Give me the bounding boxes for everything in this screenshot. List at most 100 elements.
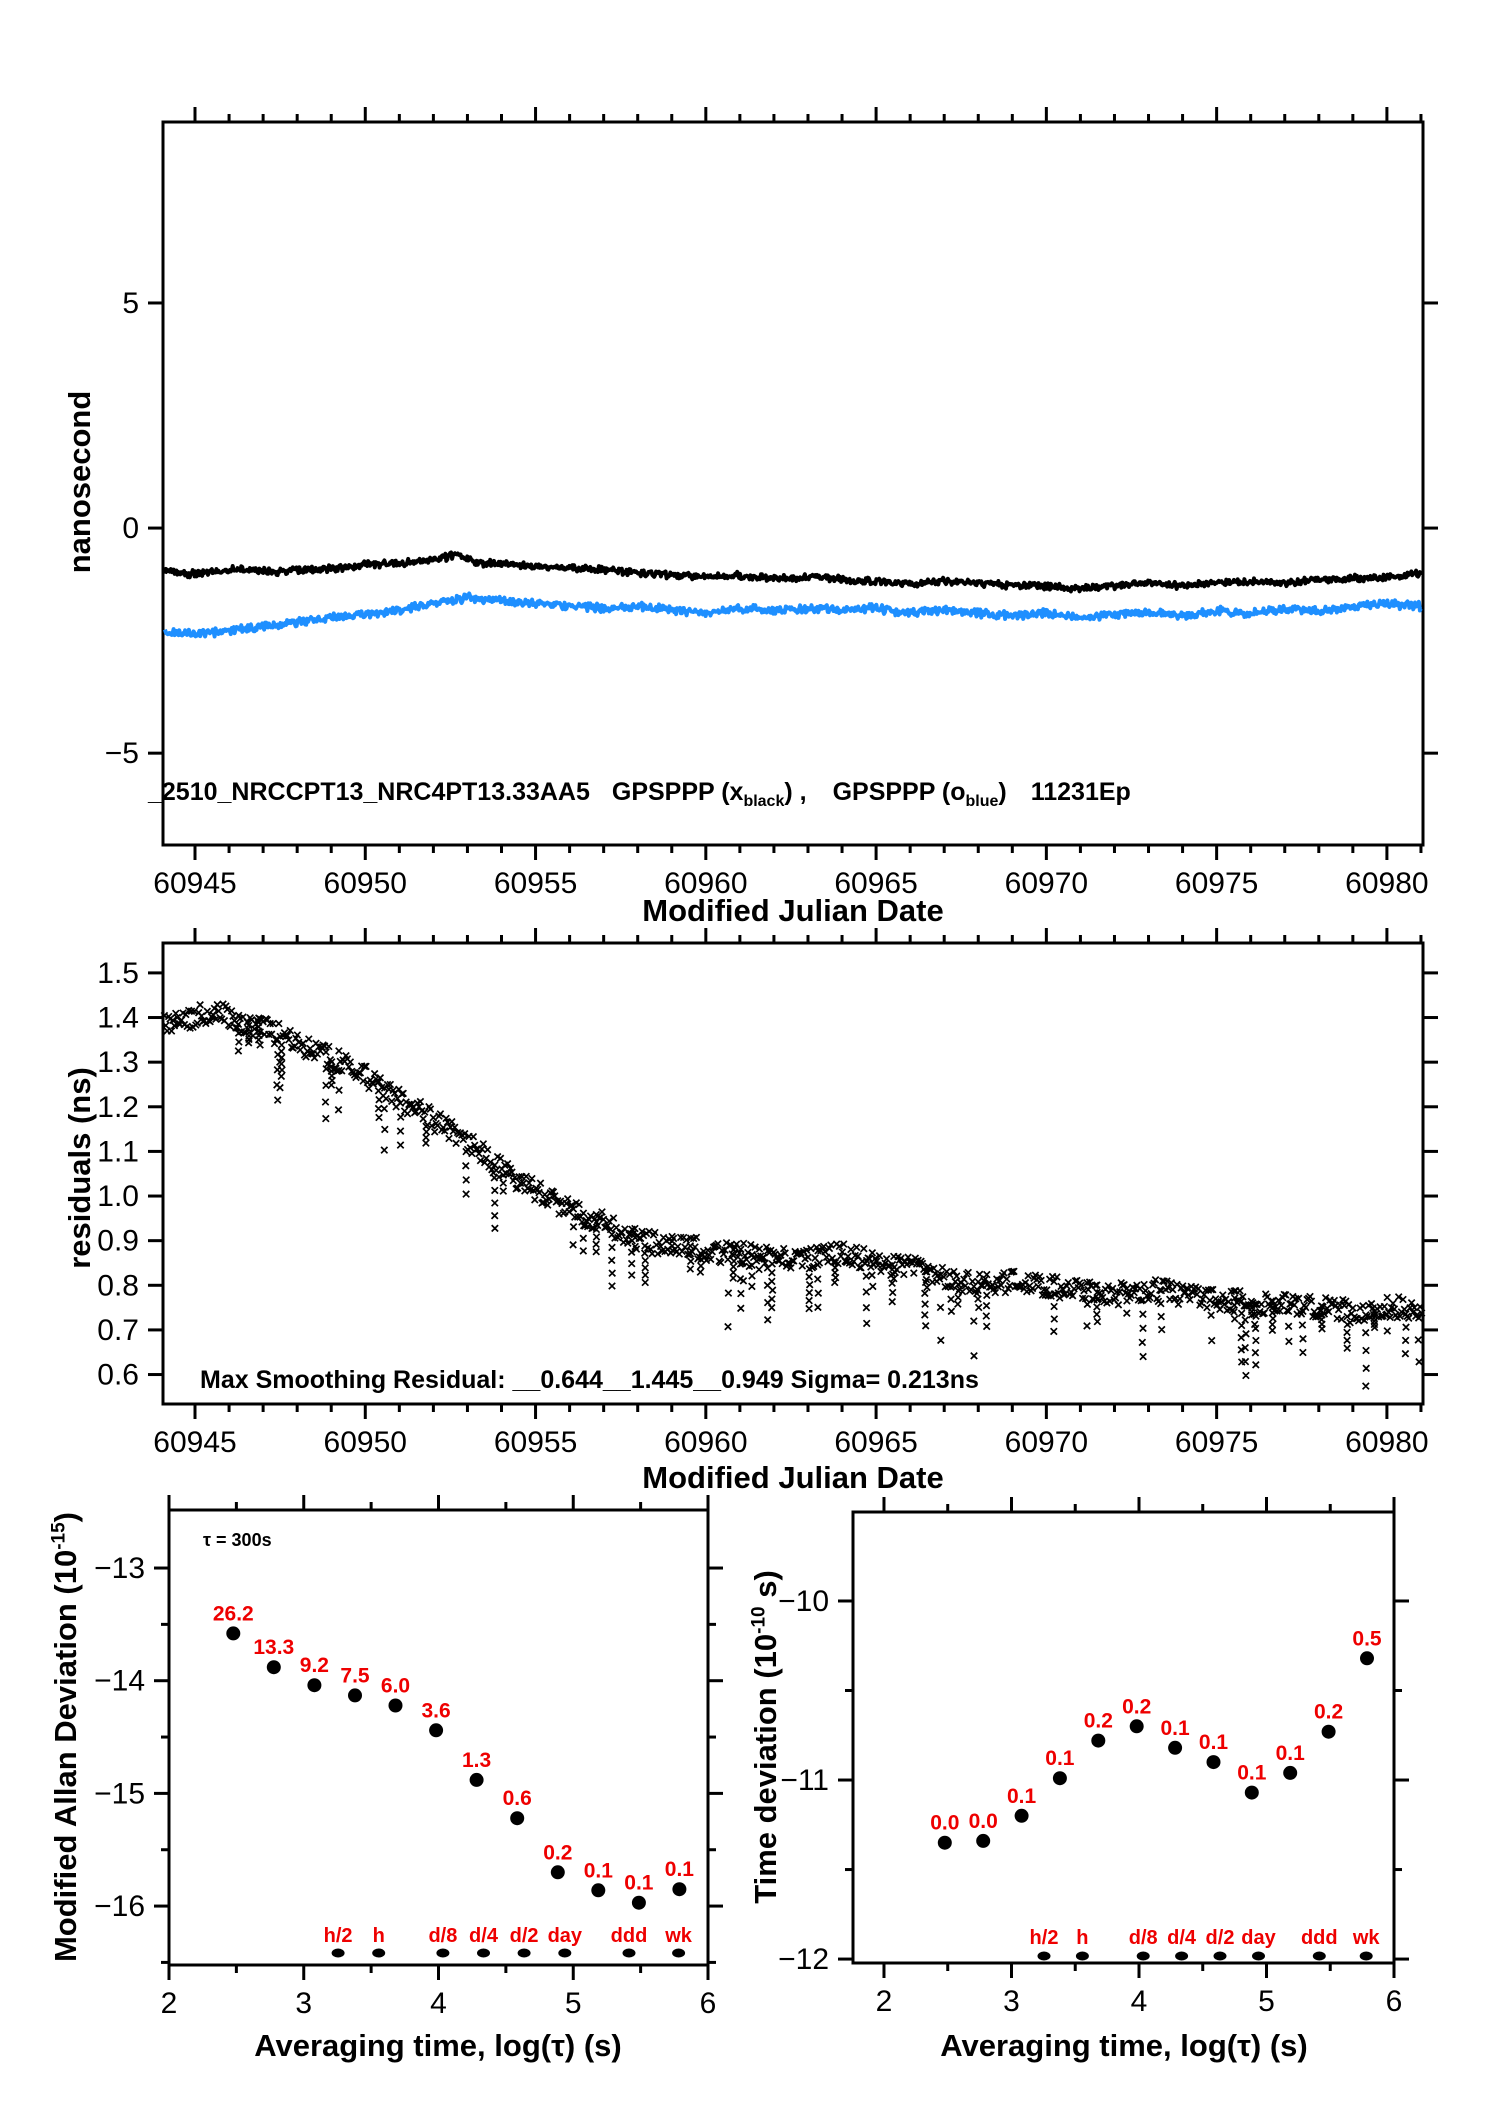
time-deviation-point-label: 0.0 xyxy=(930,1812,959,1835)
modified-allan-deviation-point-label: 0.6 xyxy=(503,1787,532,1810)
time-deviation-ytick-label: −10 xyxy=(778,1585,829,1618)
time-deviation-point xyxy=(1283,1765,1298,1780)
modified-allan-deviation-ytick-label: −15 xyxy=(94,1777,145,1810)
modified-allan-deviation-xtick-label: 3 xyxy=(295,1987,312,2020)
modified-allan-deviation-point xyxy=(550,1865,565,1880)
modified-allan-deviation-point xyxy=(631,1895,646,1910)
modified-allan-deviation-point-label: 0.1 xyxy=(584,1859,614,1882)
modified-allan-deviation-point-label: 7.5 xyxy=(340,1664,370,1687)
time-marker-dot xyxy=(517,1948,531,1958)
smoothing-residuals-xtick-label: 60955 xyxy=(494,1426,577,1459)
top-chart-xlabel: Modified Julian Date xyxy=(642,893,944,928)
smoothing-residuals-xtick-label: 60970 xyxy=(1005,1426,1088,1459)
series2-label: GPSPPP (o xyxy=(832,778,966,806)
time-deviation-point-label: 0.2 xyxy=(1084,1710,1113,1733)
clock-comparison-time-series-xtick-label: 60960 xyxy=(664,867,747,900)
time-deviation-xtick-label: 5 xyxy=(1258,1985,1275,2018)
clock-comparison-time-series-ytick-label: 5 xyxy=(122,287,139,320)
mad-chart-xlabel: Averaging time, log(τ) (s) xyxy=(254,2028,622,2063)
modified-allan-deviation-time-markers: h/2 h d/8 d/4 d/2 day ddd wk xyxy=(324,1925,693,1958)
modified-allan-deviation-xtick-label: 2 xyxy=(161,1987,178,2020)
modified-allan-deviation-point xyxy=(591,1883,606,1898)
time-deviation-xtick-label: 6 xyxy=(1386,1985,1403,2018)
modified-allan-deviation-point-label: 26.2 xyxy=(213,1602,254,1625)
time-marker-dot xyxy=(558,1948,572,1958)
time-deviation-point xyxy=(1014,1808,1029,1823)
modified-allan-deviation-ytick-label: −16 xyxy=(94,1890,145,1923)
modified-allan-deviation-point xyxy=(266,1660,281,1675)
modified-allan-deviation-point-label: 0.1 xyxy=(665,1858,695,1881)
time-marker-label: ddd xyxy=(1301,1927,1338,1949)
time-marker-dot xyxy=(1213,1951,1227,1961)
tdev-chart-xlabel: Averaging time, log(τ) (s) xyxy=(940,2028,1308,2063)
modified-allan-deviation-point xyxy=(510,1811,525,1826)
time-marker-label: h/2 xyxy=(1030,1927,1059,1949)
time-marker-label: day xyxy=(548,1925,583,1947)
mad-ylabel-tail: ) xyxy=(48,1511,83,1523)
time-marker-dot xyxy=(1075,1951,1089,1961)
time-deviation-point xyxy=(1321,1724,1336,1739)
time-marker-dot xyxy=(1037,1951,1051,1961)
modified-allan-deviation-point xyxy=(307,1678,322,1693)
series-sep: ) , xyxy=(784,778,807,806)
smoothing-residuals-ytick-label: 1.1 xyxy=(97,1135,139,1168)
time-marker-label: d/8 xyxy=(1129,1927,1158,1949)
smoothing-residuals-xtick-label: 60980 xyxy=(1345,1426,1428,1459)
smoothing-residuals-xtick-label: 60965 xyxy=(834,1426,917,1459)
smoothing-residuals-xtick-label: 60950 xyxy=(324,1426,407,1459)
residuals-scatter xyxy=(160,1000,1426,1390)
time-marker-dot xyxy=(1359,1951,1373,1961)
modified-allan-deviation-point-label: 6.0 xyxy=(381,1675,410,1698)
time-deviation-point xyxy=(1091,1733,1106,1748)
time-marker-label: h/2 xyxy=(324,1925,353,1947)
time-deviation-frame xyxy=(851,1510,1396,1965)
modified-allan-deviation-point-label: 1.3 xyxy=(462,1749,491,1772)
clock-comparison-time-series-xtick-label: 60980 xyxy=(1345,867,1428,900)
modified-allan-deviation-point xyxy=(469,1772,484,1787)
time-marker-dot xyxy=(1252,1951,1265,1961)
tau-annotation: τ = 300s xyxy=(203,1530,272,1550)
time-deviation-ytick-label: −12 xyxy=(778,1943,829,1976)
time-deviation-point xyxy=(1129,1719,1144,1734)
smoothing-residuals-ytick-label: 1.3 xyxy=(97,1046,139,1079)
time-deviation-point xyxy=(1168,1740,1183,1755)
time-marker-label: wk xyxy=(1352,1927,1381,1949)
modified-allan-deviation-point xyxy=(672,1882,687,1897)
time-marker-dot xyxy=(1312,1951,1326,1961)
time-marker-label: h xyxy=(373,1925,385,1947)
clock-comparison-time-series-ytick-label: −5 xyxy=(105,737,139,770)
tdev-ylabel-tail: s) xyxy=(748,1570,783,1607)
smoothing-residuals-ytick-label: 1.0 xyxy=(97,1180,139,1213)
clock-comparison-time-series-xtick-label: 60950 xyxy=(324,867,407,900)
modified-allan-deviation-points: 26.2 13.3 9.2 7.5 6.0 3.6 1.3 0.6 0.2 0.1 0.1 0.1 xyxy=(213,1602,695,1910)
time-deviation-ytick-label: −11 xyxy=(780,1764,829,1797)
time-deviation-point-label: 0.2 xyxy=(1314,1701,1343,1724)
modified-allan-deviation-frame xyxy=(167,1508,710,1967)
time-deviation-time-markers: h/2 h d/8 d/4 d/2 day ddd wk xyxy=(1030,1927,1381,1961)
clock-comparison-time-series-xtick-label: 60955 xyxy=(494,867,577,900)
smoothing-residuals-xtick-label: 60960 xyxy=(664,1426,747,1459)
time-deviation-xtick-label: 2 xyxy=(876,1985,893,2018)
time-deviation-point xyxy=(937,1835,952,1850)
time-marker-dot xyxy=(436,1948,450,1958)
time-deviation-point-label: 0.1 xyxy=(1237,1762,1267,1785)
smoothing-residuals-xtick-label: 60975 xyxy=(1175,1426,1258,1459)
time-deviation-point-label: 0.1 xyxy=(1160,1717,1190,1740)
smoothing-residuals-ytick-label: 0.6 xyxy=(97,1359,139,1392)
time-marker-label: h xyxy=(1076,1927,1088,1949)
modified-allan-deviation-ytick-label: −14 xyxy=(94,1665,145,1698)
smoothing-residuals-ytick-label: 1.2 xyxy=(97,1091,139,1124)
time-deviation-point-label: 0.5 xyxy=(1352,1627,1382,1650)
modified-allan-deviation-ytick-label: −13 xyxy=(94,1552,145,1585)
time-marker-label: ddd xyxy=(611,1925,648,1947)
mad-ylabel-sup: -15 xyxy=(48,1522,70,1550)
time-deviation-point-label: 0.1 xyxy=(1276,1742,1306,1765)
time-deviation-chart: 2 3 4 5 6−12−11−100.0 0.00.10.10.20.20.10.10.… xyxy=(778,1497,1409,2018)
time-deviation-point xyxy=(976,1833,991,1848)
smoothing-residuals-ytick-label: 0.9 xyxy=(97,1225,139,1258)
modified-allan-deviation-xtick-label: 5 xyxy=(565,1987,582,2020)
mad-ylabel-main: Modified Allan Deviation (10 xyxy=(48,1549,83,1963)
time-marker-label: d/8 xyxy=(428,1925,457,1947)
time-marker-label: d/2 xyxy=(1206,1927,1235,1949)
time-deviation-point-label: 0.1 xyxy=(1045,1747,1075,1770)
